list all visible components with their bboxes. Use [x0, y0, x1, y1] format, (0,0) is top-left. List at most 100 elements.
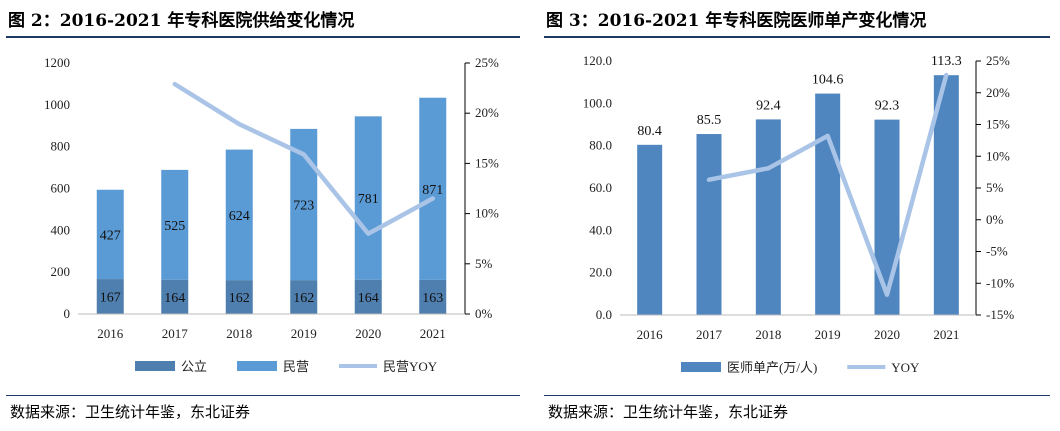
legend-label: 民营YOY — [383, 359, 438, 374]
legend-label: 民营 — [283, 359, 309, 374]
bar — [637, 144, 663, 315]
title-rule — [544, 36, 1050, 38]
x-tick-label: 2016 — [637, 327, 664, 342]
y-tick-label: 0.0 — [596, 307, 612, 322]
y-tick-label: 80.0 — [589, 138, 612, 153]
data-label: 85.5 — [697, 113, 722, 128]
data-label: 164 — [164, 291, 185, 306]
y2-tick-label: 20% — [986, 85, 1010, 100]
y2-tick-label: -10% — [986, 275, 1014, 290]
bar — [874, 119, 900, 315]
y2-tick-label: 25% — [475, 55, 499, 70]
y2-tick-label: -5% — [986, 244, 1008, 259]
bar — [96, 189, 124, 280]
y-tick-label: 0 — [64, 306, 71, 321]
y-tick-label: 400 — [51, 222, 71, 237]
data-label: 723 — [293, 199, 314, 214]
legend-label: YOY — [891, 360, 920, 375]
x-tick-label: 2020 — [874, 327, 900, 342]
yoy-point — [827, 135, 829, 137]
data-label: 162 — [293, 291, 314, 306]
bar — [161, 279, 189, 314]
yoy-point — [886, 294, 888, 296]
yoy-point — [367, 233, 369, 235]
x-tick-label: 2017 — [696, 327, 723, 342]
bar — [290, 280, 318, 314]
legend-swatch — [681, 362, 721, 372]
y-tick-label: 20.0 — [589, 265, 612, 280]
y-tick-label: 200 — [51, 264, 71, 279]
y2-tick-label: 5% — [475, 256, 493, 271]
bar — [419, 97, 447, 280]
y-tick-label: 600 — [51, 181, 71, 196]
bar — [161, 169, 189, 280]
yoy-point — [945, 74, 947, 76]
data-label: 113.3 — [931, 54, 962, 69]
data-label: 104.6 — [812, 73, 844, 88]
data-label: 525 — [164, 219, 185, 234]
chart-productivity: 0.0 20.0 40.0 60.0 80.0 100.0 120.0 -15% -10% -5%… — [583, 53, 1015, 375]
y2-tick-label: 20% — [475, 105, 499, 120]
chart-panel-productivity: 图 3：2016-2021 年专科医院医师单产变化情况 0.0 20.0 40.0 6… — [538, 0, 1060, 431]
yoy-point — [708, 179, 710, 181]
source-note: 数据来源：卫生统计年鉴，东北证券 — [548, 403, 789, 421]
data-label: 92.4 — [756, 98, 781, 113]
bar — [755, 119, 781, 315]
legend-swatch — [237, 361, 278, 371]
y-tick-label: 40.0 — [589, 222, 612, 237]
x-tick-label: 2020 — [355, 326, 381, 341]
data-label: 167 — [100, 291, 121, 306]
data-label: 781 — [358, 192, 379, 207]
yoy-point — [174, 83, 176, 85]
data-label: 162 — [229, 291, 250, 306]
chart-panel-supply: 图 2：2016-2021 年专科医院供给变化情况 0 200 400 600 800 1… — [6, 11, 520, 421]
bar — [419, 279, 447, 314]
y2-tick-label: 15% — [475, 155, 499, 170]
x-tick-label: 2016 — [97, 326, 124, 341]
data-label: 871 — [422, 183, 443, 198]
data-label: 92.3 — [875, 99, 900, 114]
bar — [354, 116, 382, 280]
yoy-point — [303, 153, 305, 155]
source-note: 数据来源：卫生统计年鉴，东北证券 — [10, 403, 251, 421]
data-label: 624 — [229, 209, 250, 224]
bar — [96, 279, 124, 314]
source-rule — [544, 395, 1050, 396]
data-label: 80.4 — [637, 124, 662, 139]
chart-title: 图 3：2016-2021 年专科医院医师单产变化情况 — [546, 11, 927, 31]
y-tick-label: 120.0 — [583, 53, 612, 68]
y2-tick-label: -15% — [986, 307, 1014, 322]
y2-tick-label: 25% — [986, 53, 1010, 68]
bar — [815, 93, 841, 315]
legend-label: 医师单产(万/人) — [727, 360, 817, 375]
data-label: 163 — [422, 291, 443, 306]
y-tick-label: 1000 — [44, 97, 70, 112]
bar — [696, 134, 722, 315]
x-tick-label: 2021 — [420, 326, 446, 341]
x-tick-label: 2018 — [226, 326, 252, 341]
source-rule — [6, 395, 520, 396]
yoy-point — [767, 167, 769, 169]
data-label: 164 — [358, 291, 379, 306]
x-tick-label: 2019 — [815, 327, 841, 342]
y2-tick-label: 10% — [986, 148, 1010, 163]
x-tick-label: 2019 — [291, 326, 317, 341]
y2-tick-label: 5% — [986, 180, 1004, 195]
title-rule — [6, 36, 520, 38]
yoy-point — [432, 198, 434, 200]
legend-swatch — [135, 361, 175, 371]
y2-tick-label: 10% — [475, 206, 499, 221]
chart-title: 图 2：2016-2021 年专科医院供给变化情况 — [8, 11, 355, 31]
y2-tick-label: 0% — [475, 306, 493, 321]
y-tick-label: 1200 — [44, 55, 70, 70]
y2-tick-label: 0% — [986, 212, 1004, 227]
bar — [225, 149, 253, 281]
yoy-point — [238, 123, 240, 125]
y-tick-label: 100.0 — [583, 95, 612, 110]
y2-tick-label: 15% — [986, 117, 1010, 132]
legend-label: 公立 — [181, 359, 207, 374]
bar — [933, 75, 959, 315]
data-label: 427 — [100, 228, 121, 243]
bar — [354, 279, 382, 314]
x-tick-label: 2021 — [933, 327, 959, 342]
